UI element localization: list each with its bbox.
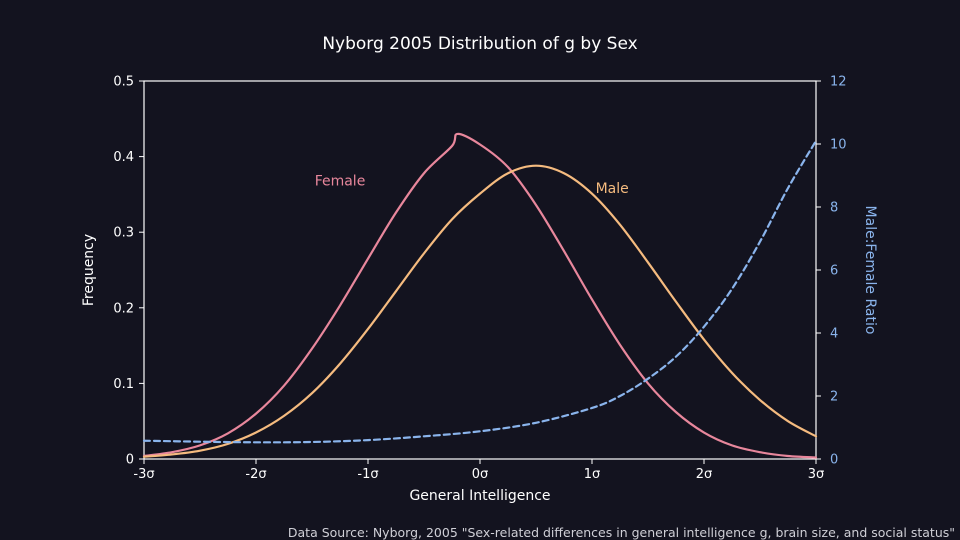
x-tick-label: -3σ [133, 467, 154, 482]
y2-tick-label: 8 [830, 201, 838, 216]
x-tick-label: 0σ [472, 467, 489, 482]
y-tick-label: 0.5 [113, 75, 134, 90]
y2-tick-label: 10 [830, 138, 847, 153]
y2-axis-ticks: 0 2 4 6 8 10 12 [816, 75, 847, 468]
y2-tick-label: 2 [830, 390, 838, 405]
y2-tick-label: 6 [830, 264, 838, 279]
y2-tick-label: 4 [830, 327, 838, 342]
x-tick-label: 3σ [808, 467, 825, 482]
series-line-male-female-ratio [142, 139, 818, 444]
x-axis-ticks: -3σ -2σ -1σ 0σ 1σ 2σ 3σ [133, 459, 824, 482]
chart-title: Nyborg 2005 Distribution of g by Sex [322, 34, 637, 54]
series-layer [142, 132, 818, 459]
plot-frame [143, 80, 817, 460]
x-tick-label: -1σ [357, 467, 378, 482]
y-tick-label: 0 [126, 453, 134, 468]
y-tick-label: 0.1 [113, 377, 134, 392]
x-tick-label: 2σ [696, 467, 713, 482]
series-line-female [142, 132, 818, 459]
y-tick-label: 0.3 [113, 226, 134, 241]
series-annotation: Male [596, 181, 629, 197]
data-source: Data Source: Nyborg, 2005 "Sex-related d… [288, 525, 955, 540]
x-tick-label: -2σ [245, 467, 266, 482]
series-annotation: Female [315, 173, 366, 189]
y-axis-label: Frequency [81, 234, 97, 306]
series-line-male [142, 164, 818, 458]
annotation-layer: Female Male [315, 173, 629, 197]
y2-axis-label: Male:Female Ratio [862, 206, 878, 335]
y-tick-label: 0.2 [113, 301, 134, 316]
y2-tick-label: 0 [830, 453, 838, 468]
y-tick-label: 0.4 [113, 150, 134, 165]
x-tick-label: 1σ [584, 467, 601, 482]
y-axis-ticks: 0 0.1 0.2 0.3 0.4 0.5 [113, 75, 144, 468]
y2-tick-label: 12 [830, 75, 847, 90]
x-axis-label: General Intelligence [409, 488, 550, 504]
